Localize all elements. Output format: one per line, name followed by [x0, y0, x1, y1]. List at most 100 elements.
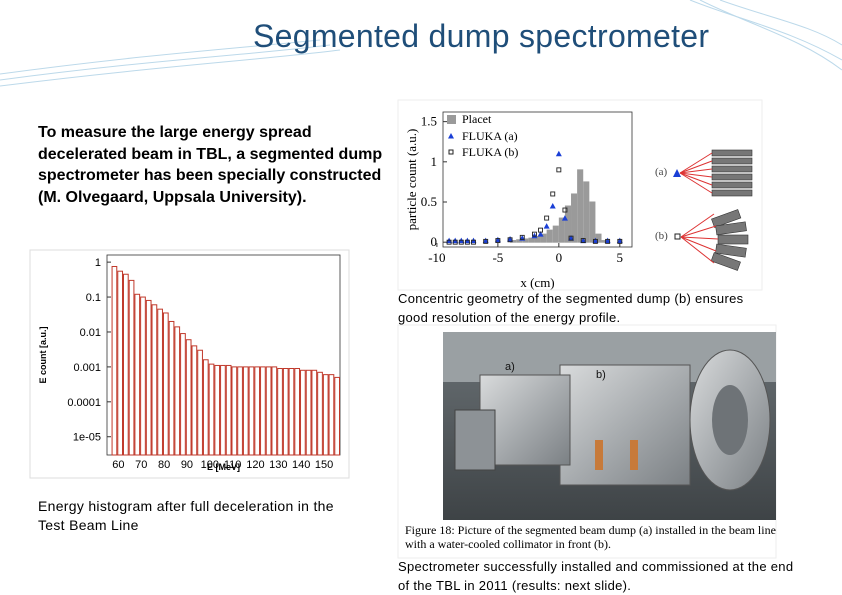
- bar: [583, 181, 590, 243]
- point: [592, 238, 598, 244]
- point: [580, 238, 586, 244]
- x-tick-label: 130: [269, 459, 287, 471]
- bar: [265, 366, 272, 456]
- y-tick-label: 0: [431, 234, 438, 249]
- point: [605, 238, 611, 244]
- point: [507, 237, 513, 243]
- point: [568, 235, 574, 241]
- x-tick-label: 140: [292, 459, 310, 471]
- point: [532, 231, 537, 237]
- bar: [294, 367, 301, 456]
- x-axis-label: E [MeV]: [207, 462, 240, 472]
- y-tick-label: 0.001: [73, 362, 101, 374]
- point: [495, 238, 501, 244]
- bar: [111, 265, 118, 456]
- bar: [334, 376, 340, 456]
- x-tick-label: 0: [556, 250, 563, 265]
- x-tick-label: 150: [315, 459, 333, 471]
- bar: [122, 273, 129, 456]
- bar: [540, 233, 547, 243]
- bar: [552, 225, 559, 243]
- y-tick-label: 0.1: [86, 292, 101, 304]
- bar: [288, 367, 295, 456]
- bar: [528, 237, 535, 243]
- bar: [282, 367, 289, 456]
- bar: [208, 363, 215, 456]
- geometry-label: (b): [655, 230, 668, 242]
- point: [519, 234, 525, 240]
- bar: [571, 193, 578, 243]
- legend-swatch: [447, 115, 456, 124]
- bar: [162, 312, 169, 456]
- decoration: [0, 0, 842, 87]
- x-tick-label: 110: [224, 459, 242, 471]
- y-tick-label: 1: [431, 154, 438, 169]
- point: [507, 235, 514, 242]
- point: [580, 237, 587, 244]
- bar: [151, 304, 158, 456]
- bar: [242, 366, 249, 456]
- point: [555, 150, 562, 157]
- bar: [157, 308, 163, 456]
- y-tick-label: 1: [95, 257, 101, 269]
- y-tick-label: 0.0001: [67, 397, 101, 409]
- point: [568, 235, 575, 241]
- x-tick-label: -5: [492, 250, 503, 265]
- point: [531, 232, 538, 239]
- photo-label: b): [596, 369, 606, 381]
- y-tick-label: 0.01: [80, 327, 101, 339]
- bar: [260, 366, 266, 456]
- bar: [117, 270, 123, 456]
- point: [544, 215, 550, 221]
- bar: [328, 374, 335, 456]
- figure-caption: Figure 18: Picture of the segmented beam…: [405, 523, 776, 551]
- geometry-diagram: (a) (b): [655, 149, 753, 271]
- bar: [254, 366, 261, 456]
- legend-label: FLUKA (b): [462, 145, 518, 159]
- point: [562, 207, 568, 213]
- x-tick-label: 5: [617, 250, 624, 265]
- bar: [322, 374, 329, 456]
- point: [452, 239, 458, 245]
- point: [537, 231, 544, 237]
- bar: [174, 326, 181, 456]
- bar: [546, 229, 553, 243]
- y-tick-label: 1e-05: [73, 432, 101, 444]
- point: [592, 237, 599, 244]
- point: [616, 237, 623, 244]
- x-tick-label: 120: [246, 459, 264, 471]
- y-axis-label: particle count (a.u.): [404, 129, 419, 231]
- point: [471, 239, 476, 245]
- y-tick-label: 0.5: [421, 194, 437, 209]
- point: [550, 191, 556, 197]
- bar: [277, 367, 283, 456]
- x-axis-label: x (cm): [520, 275, 554, 290]
- bar: [145, 299, 152, 456]
- point: [494, 236, 501, 243]
- point: [617, 238, 623, 244]
- photo-caption: Spectrometer successfully installed and …: [398, 559, 794, 593]
- bar: [180, 333, 186, 456]
- x-tick-label: 90: [181, 459, 193, 471]
- bar: [589, 201, 596, 243]
- bar: [168, 320, 175, 456]
- point: [458, 239, 464, 245]
- bar: [300, 369, 306, 456]
- bar: [237, 366, 243, 456]
- photo: a) b): [397, 324, 777, 559]
- legend-marker: [448, 133, 454, 139]
- intro-text: To measure the large energy spread decel…: [38, 124, 383, 206]
- bar: [595, 233, 602, 243]
- histogram-caption: Energy histogram after full deceleration…: [38, 498, 334, 533]
- bar: [225, 364, 232, 456]
- bar: [197, 349, 203, 456]
- point: [549, 203, 556, 209]
- bar: [564, 205, 572, 243]
- bar: [577, 169, 584, 243]
- bar: [305, 369, 312, 456]
- bar: [558, 217, 565, 243]
- x-tick-label: 60: [112, 459, 124, 471]
- photo-label: a): [505, 361, 515, 373]
- geometry-label: (a): [655, 166, 668, 178]
